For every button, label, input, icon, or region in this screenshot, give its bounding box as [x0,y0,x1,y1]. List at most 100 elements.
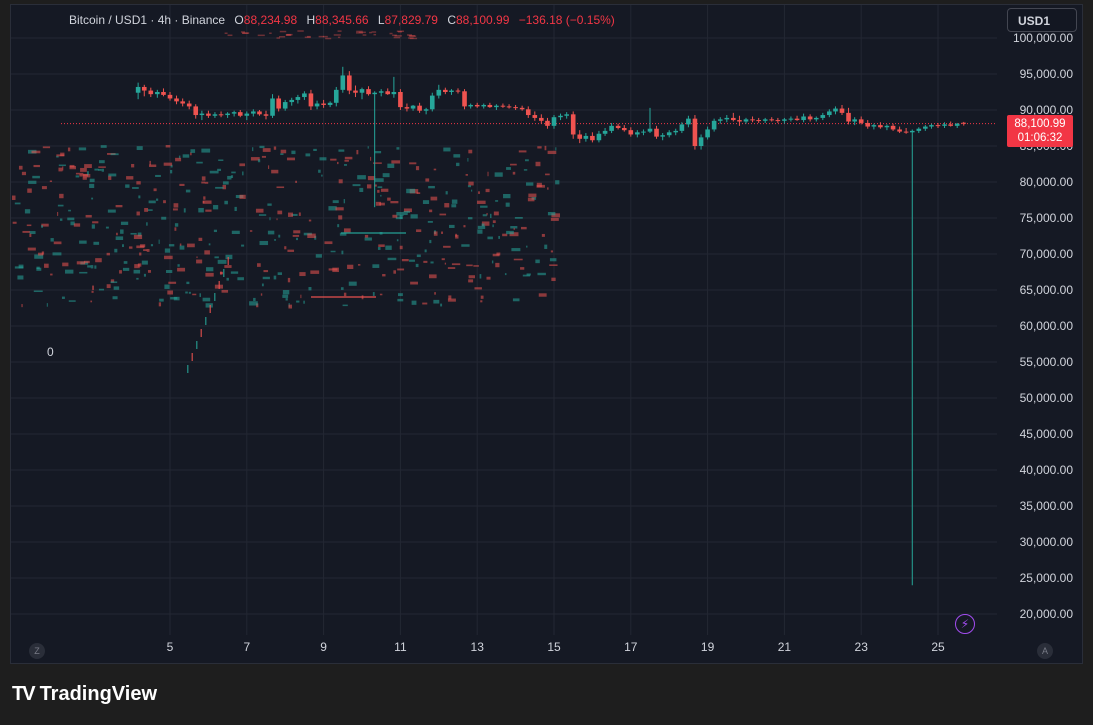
candle[interactable] [327,101,333,108]
candle[interactable] [532,111,538,121]
candle[interactable] [148,87,154,98]
candle[interactable] [449,89,454,95]
candle[interactable] [583,133,589,142]
candle[interactable] [858,116,864,125]
candle[interactable] [539,114,544,124]
currency-button[interactable]: USD1 [1007,8,1077,32]
candle[interactable] [155,89,160,98]
candle[interactable] [321,99,326,108]
candle[interactable] [558,113,563,121]
chart-panel[interactable]: 100,000.0095,000.0090,000.0085,000.0080,… [10,4,1083,664]
candle[interactable] [366,86,371,96]
candle[interactable] [487,102,493,108]
candle[interactable] [711,118,717,132]
candle[interactable] [494,104,499,110]
candle[interactable] [391,76,397,98]
candles[interactable] [135,66,967,586]
candle[interactable] [743,117,749,124]
candle[interactable] [270,94,275,118]
candle[interactable] [878,122,883,129]
candle[interactable] [443,87,448,95]
candle[interactable] [167,92,173,101]
candle[interactable] [871,123,877,130]
candle[interactable] [654,125,659,139]
candle[interactable] [788,116,794,122]
lightning-icon[interactable]: ⚡ [955,614,975,634]
candle[interactable] [161,88,166,97]
candle[interactable] [577,130,583,144]
candle[interactable] [462,89,467,110]
candle[interactable] [347,71,352,95]
candle[interactable] [551,115,557,129]
candle[interactable] [359,87,365,100]
candle[interactable] [698,134,704,150]
candle[interactable] [602,128,608,136]
candle[interactable] [218,111,224,118]
candle[interactable] [679,122,685,134]
candle[interactable] [731,112,736,122]
candle[interactable] [775,117,781,123]
candle[interactable] [282,99,288,111]
candle[interactable] [385,88,391,95]
candle[interactable] [436,84,442,99]
candle[interactable] [513,104,518,110]
candle[interactable] [429,92,435,112]
candle[interactable] [897,126,902,134]
candle[interactable] [244,111,250,121]
candle[interactable] [628,127,634,137]
candle[interactable] [903,128,909,134]
candle[interactable] [506,104,512,109]
candle[interactable] [257,110,262,116]
candle[interactable] [884,124,890,131]
candle[interactable] [353,85,358,98]
candle[interactable] [846,107,851,125]
candlestick-chart[interactable]: 100,000.0095,000.0090,000.0085,000.0080,… [11,5,1083,664]
candle[interactable] [692,115,698,150]
candle[interactable] [206,110,211,118]
candle[interactable] [929,123,934,129]
candle[interactable] [474,102,480,108]
candle[interactable] [750,116,755,123]
candle[interactable] [500,103,506,108]
candle[interactable] [948,121,953,127]
candle[interactable] [340,66,346,93]
candle[interactable] [839,104,845,116]
candle[interactable] [890,123,896,131]
candle[interactable] [417,102,422,113]
candle[interactable] [302,91,307,100]
candle[interactable] [852,117,857,126]
symbol-title[interactable]: Bitcoin / USD1 · 4h · Binance [69,13,226,27]
candle[interactable] [525,106,531,118]
candle[interactable] [596,130,602,143]
candle[interactable] [564,112,569,119]
candle[interactable] [762,117,768,123]
candle[interactable] [615,123,621,130]
candle[interactable] [276,95,281,112]
candle[interactable] [686,115,691,128]
candle[interactable] [372,91,377,208]
candle[interactable] [609,122,614,134]
candle[interactable] [590,132,595,143]
candle[interactable] [199,110,205,121]
candle[interactable] [289,97,295,106]
candle[interactable] [923,125,928,131]
candle[interactable] [251,109,256,117]
candle[interactable] [186,100,192,110]
candle[interactable] [865,120,871,129]
candle[interactable] [621,125,627,132]
candle[interactable] [756,117,761,123]
candle[interactable] [794,115,800,121]
candle[interactable] [909,129,915,586]
timezone-button[interactable]: Z [29,643,45,659]
candle[interactable] [212,112,218,118]
candle[interactable] [423,107,429,115]
candle[interactable] [545,117,550,129]
candle[interactable] [225,112,230,118]
candle[interactable] [641,129,646,136]
candle[interactable] [398,89,403,110]
candle[interactable] [635,130,640,138]
candle[interactable] [916,127,922,134]
candle[interactable] [942,122,947,128]
tradingview-logo[interactable]: TV TradingView [12,683,157,706]
candle[interactable] [135,82,141,100]
